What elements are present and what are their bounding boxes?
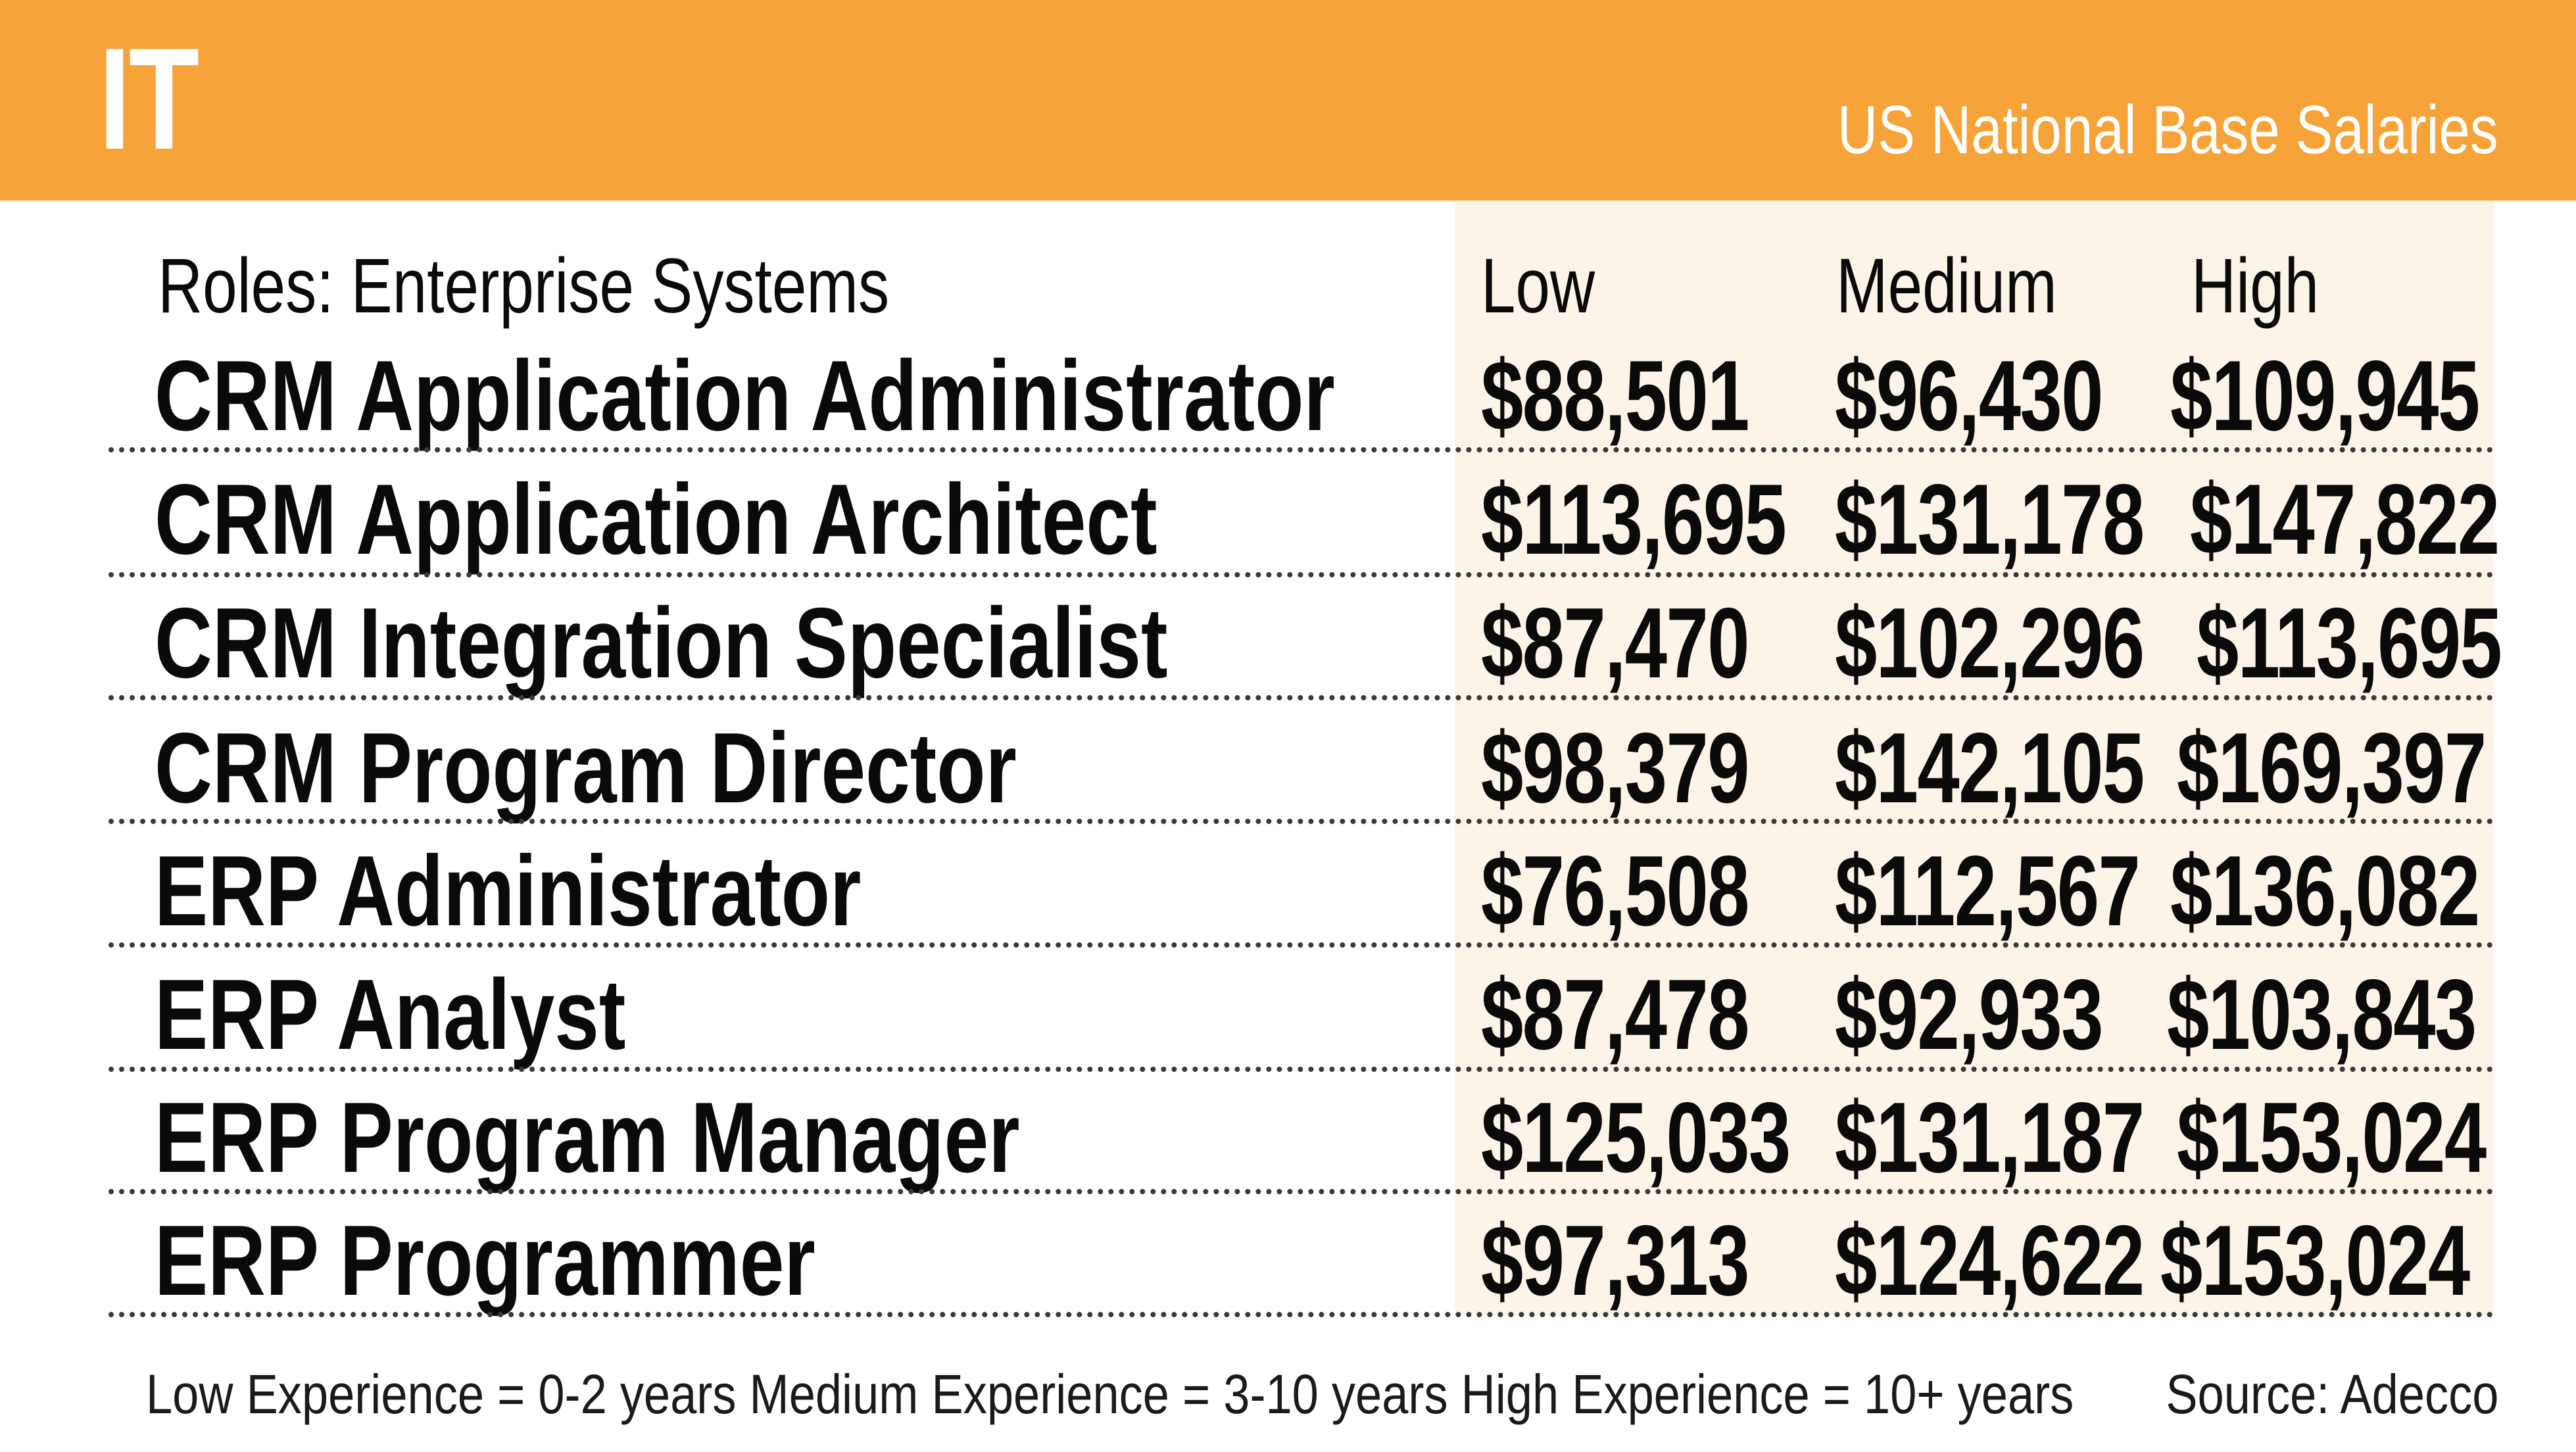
table-cell-low: $76,508: [1481, 835, 1749, 947]
table-cell-high: $153,024: [2160, 1205, 2470, 1317]
row-divider: [109, 1189, 2494, 1194]
table-cell-high: $147,822: [2190, 464, 2500, 575]
table-cell-medium: $131,178: [1835, 464, 2145, 575]
row-divider: [109, 1312, 2494, 1317]
table-row-role: CRM Application Administrator: [155, 340, 1335, 452]
table-cell-high: $136,082: [2170, 835, 2480, 947]
table-cell-medium: $131,187: [1835, 1082, 2145, 1194]
row-divider: [109, 1067, 2494, 1072]
table-row-role: CRM Integration Specialist: [155, 587, 1168, 699]
table-cell-low: $98,379: [1481, 712, 1749, 824]
table-cell-low: $97,313: [1481, 1205, 1749, 1317]
column-header-high: High: [2191, 243, 2320, 329]
table-cell-medium: $142,105: [1835, 712, 2145, 824]
table-cell-medium: $124,622: [1835, 1205, 2145, 1317]
row-divider: [109, 572, 2494, 577]
table-cell-high: $103,843: [2167, 959, 2477, 1071]
header-banner: IT US National Base Salaries: [0, 0, 2576, 201]
table-row-role: ERP Administrator: [155, 835, 862, 947]
table-cell-low: $87,478: [1481, 959, 1749, 1071]
row-divider: [109, 447, 2494, 452]
table-cell-medium: $92,933: [1835, 959, 2103, 1071]
page-title: IT: [99, 18, 199, 180]
table-cell-high: $113,695: [2197, 587, 2502, 699]
table-cell-medium: $102,296: [1835, 587, 2145, 699]
table-row-role: ERP Program Manager: [155, 1082, 1020, 1194]
column-header-medium: Medium: [1836, 243, 2057, 329]
table-cell-low: $87,470: [1481, 587, 1749, 699]
table-cell-high: $153,024: [2177, 1082, 2487, 1194]
table-cell-medium: $96,430: [1835, 340, 2103, 452]
table-row-role: ERP Programmer: [155, 1205, 815, 1317]
table-cell-high: $109,945: [2170, 340, 2480, 452]
table-row-role: ERP Analyst: [155, 959, 626, 1071]
salary-columns-shade: [1455, 201, 2494, 1315]
table-cell-low: $125,033: [1481, 1082, 1791, 1194]
column-header-low: Low: [1481, 243, 1595, 329]
table-cell-medium: $112,567: [1835, 835, 2141, 947]
row-divider: [109, 695, 2494, 700]
row-divider: [109, 942, 2494, 948]
row-divider: [109, 819, 2494, 824]
table-cell-high: $169,397: [2177, 712, 2487, 824]
column-header-roles: Roles: Enterprise Systems: [158, 243, 890, 329]
source-credit: Source: Adecco: [2165, 1363, 2498, 1425]
page-subtitle: US National Base Salaries: [1837, 92, 2498, 168]
table-row-role: CRM Program Director: [155, 712, 1017, 824]
table-row-role: CRM Application Architect: [155, 464, 1157, 575]
table-cell-low: $113,695: [1481, 464, 1787, 575]
table-cell-low: $88,501: [1481, 340, 1749, 452]
experience-legend: Low Experience = 0-2 years Medium Experi…: [146, 1363, 2074, 1425]
